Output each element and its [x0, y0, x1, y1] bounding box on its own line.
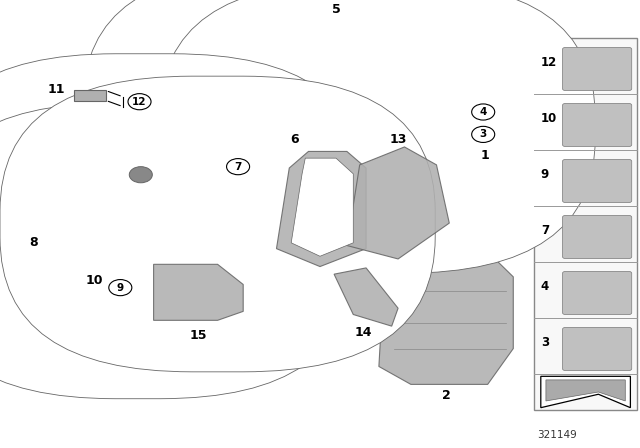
- FancyBboxPatch shape: [563, 47, 632, 90]
- FancyBboxPatch shape: [0, 54, 365, 354]
- Text: 7: 7: [541, 224, 549, 237]
- Polygon shape: [347, 147, 449, 259]
- Circle shape: [227, 159, 250, 175]
- Text: 4: 4: [479, 107, 487, 117]
- Polygon shape: [192, 13, 499, 184]
- Text: 5: 5: [332, 3, 340, 17]
- Text: 15: 15: [189, 328, 207, 342]
- Polygon shape: [154, 264, 243, 320]
- FancyBboxPatch shape: [0, 103, 352, 399]
- Text: 11: 11: [47, 83, 65, 96]
- Polygon shape: [64, 130, 301, 300]
- Bar: [534, 38, 637, 410]
- Text: 321149: 321149: [537, 430, 577, 440]
- Circle shape: [128, 94, 151, 110]
- Text: 9: 9: [541, 168, 549, 181]
- FancyBboxPatch shape: [563, 159, 632, 202]
- Polygon shape: [13, 197, 179, 305]
- Text: 14: 14: [355, 326, 372, 339]
- Polygon shape: [291, 158, 353, 256]
- Circle shape: [472, 104, 495, 120]
- Text: 8: 8: [29, 236, 38, 250]
- FancyBboxPatch shape: [160, 0, 595, 273]
- Text: 12: 12: [132, 97, 147, 107]
- Text: 3: 3: [541, 336, 549, 349]
- FancyBboxPatch shape: [563, 327, 632, 370]
- Circle shape: [472, 126, 495, 142]
- Polygon shape: [276, 151, 366, 267]
- FancyBboxPatch shape: [563, 215, 632, 258]
- Text: 13: 13: [389, 133, 407, 146]
- FancyBboxPatch shape: [83, 0, 531, 264]
- Polygon shape: [398, 160, 488, 246]
- FancyBboxPatch shape: [0, 76, 435, 372]
- FancyBboxPatch shape: [563, 103, 632, 146]
- Text: 10: 10: [86, 274, 104, 288]
- Polygon shape: [546, 380, 625, 401]
- Polygon shape: [74, 90, 106, 101]
- Text: 6: 6: [290, 133, 299, 146]
- Text: 7: 7: [234, 162, 242, 172]
- FancyBboxPatch shape: [563, 271, 632, 314]
- Polygon shape: [541, 376, 630, 408]
- Circle shape: [129, 167, 152, 183]
- Text: 12: 12: [541, 56, 557, 69]
- Text: 2: 2: [442, 388, 451, 402]
- Text: 4: 4: [541, 280, 549, 293]
- Circle shape: [234, 105, 266, 128]
- Text: 9: 9: [116, 283, 124, 293]
- Text: 1: 1: [481, 149, 490, 163]
- Text: 3: 3: [479, 129, 487, 139]
- Circle shape: [109, 280, 132, 296]
- Polygon shape: [379, 241, 513, 384]
- Polygon shape: [334, 268, 398, 326]
- Text: 10: 10: [541, 112, 557, 125]
